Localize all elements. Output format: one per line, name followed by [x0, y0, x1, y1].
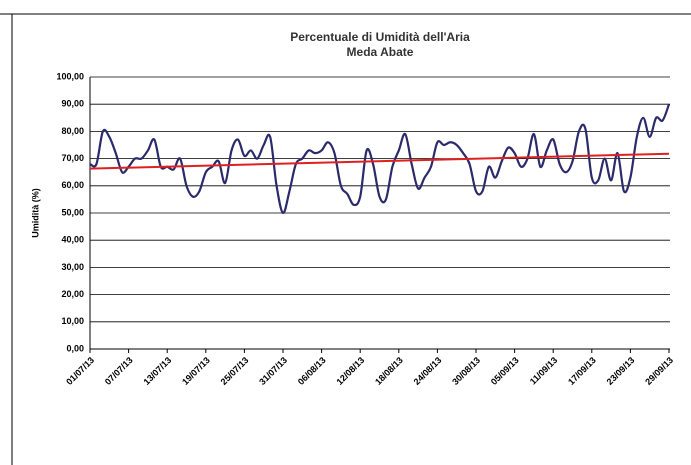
x-tick-label: 23/09/13: [605, 355, 637, 387]
x-tick-label: 18/08/13: [373, 355, 405, 387]
chart-title: Percentuale di Umidità dell'Aria: [290, 30, 470, 44]
x-tick-label: 30/08/13: [450, 355, 482, 387]
x-tick-label: 11/09/13: [528, 355, 559, 386]
x-tick-label: 31/07/13: [257, 355, 289, 387]
y-tick-label: 30,00: [61, 262, 84, 272]
x-tick-label: 19/07/13: [180, 355, 212, 387]
y-tick-label: 60,00: [61, 180, 84, 190]
x-tick-label: 01/07/13: [64, 355, 96, 387]
y-tick-label: 90,00: [61, 99, 84, 109]
x-tick-label: 05/09/13: [489, 355, 521, 387]
x-tick-label: 07/07/13: [103, 355, 135, 387]
data-line: [89, 103, 671, 215]
y-tick-label: 0,00: [66, 343, 84, 353]
y-axis-label: Umidità (%): [30, 188, 40, 238]
y-tick-label: 80,00: [61, 126, 84, 136]
x-tick-label: 24/08/13: [412, 355, 444, 387]
x-tick-label: 12/08/13: [334, 355, 366, 387]
x-tick-label: 25/07/13: [219, 355, 251, 387]
x-tick-label: 29/09/13: [643, 355, 675, 387]
y-tick-label: 70,00: [61, 153, 84, 163]
chart-subtitle: Meda Abate: [347, 45, 414, 59]
y-tick-label: 40,00: [61, 235, 84, 245]
y-tick-label: 100,00: [56, 71, 84, 81]
x-tick-label: 17/09/13: [566, 355, 598, 387]
y-tick-label: 50,00: [61, 207, 84, 217]
y-tick-label: 20,00: [61, 289, 84, 299]
x-tick-label: 06/08/13: [296, 355, 328, 387]
trend-line: [89, 152, 670, 170]
x-tick-label: 13/07/13: [141, 355, 173, 387]
y-tick-label: 10,00: [61, 316, 84, 326]
